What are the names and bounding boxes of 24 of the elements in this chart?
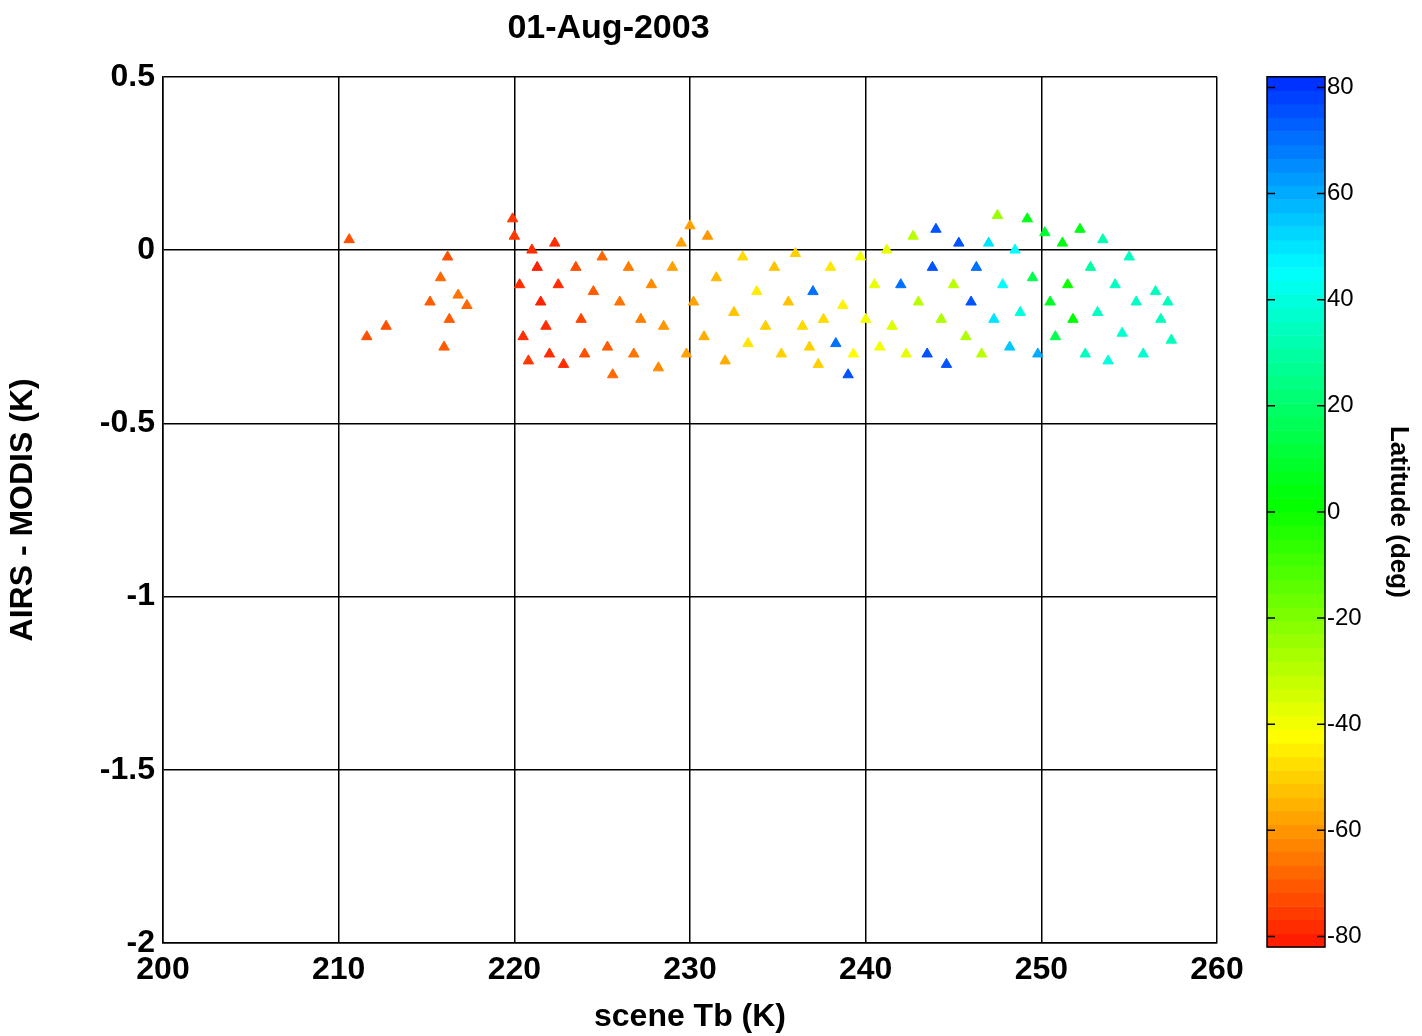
x-axis-title: scene Tb (K) bbox=[593, 996, 787, 1033]
color-bar-label: -40 bbox=[1327, 708, 1362, 736]
x-tick-label: 220 bbox=[487, 950, 542, 987]
y-tick-label: -1.5 bbox=[99, 749, 155, 786]
x-tick-label: 230 bbox=[663, 950, 717, 987]
color-bar-label: 80 bbox=[1327, 72, 1354, 100]
x-tick-label: 250 bbox=[1014, 950, 1069, 987]
chart-title: 01-Aug-2003 bbox=[507, 6, 710, 45]
color-bar-label: 40 bbox=[1327, 284, 1354, 312]
y-tick-label: -1 bbox=[126, 576, 155, 613]
color-bar-label: 0 bbox=[1327, 496, 1341, 524]
x-tick-label: 240 bbox=[838, 950, 893, 987]
color-bar-label: -80 bbox=[1327, 921, 1362, 949]
color-bar-label: -60 bbox=[1327, 814, 1362, 842]
y-tick-label: 0.5 bbox=[110, 56, 155, 93]
y-axis-title: AIRS - MODIS (K) bbox=[3, 378, 40, 642]
color-bar-label: 20 bbox=[1327, 390, 1354, 418]
y-tick-label: -0.5 bbox=[99, 403, 155, 440]
y-tick-label: 0 bbox=[137, 229, 155, 266]
color-bar-label: 60 bbox=[1327, 178, 1354, 206]
x-tick-label: 260 bbox=[1190, 950, 1244, 987]
color-bar-title: Latitude (deg) bbox=[1384, 425, 1415, 598]
x-tick-label: 210 bbox=[311, 950, 366, 987]
color-bar-label: -20 bbox=[1327, 602, 1362, 630]
